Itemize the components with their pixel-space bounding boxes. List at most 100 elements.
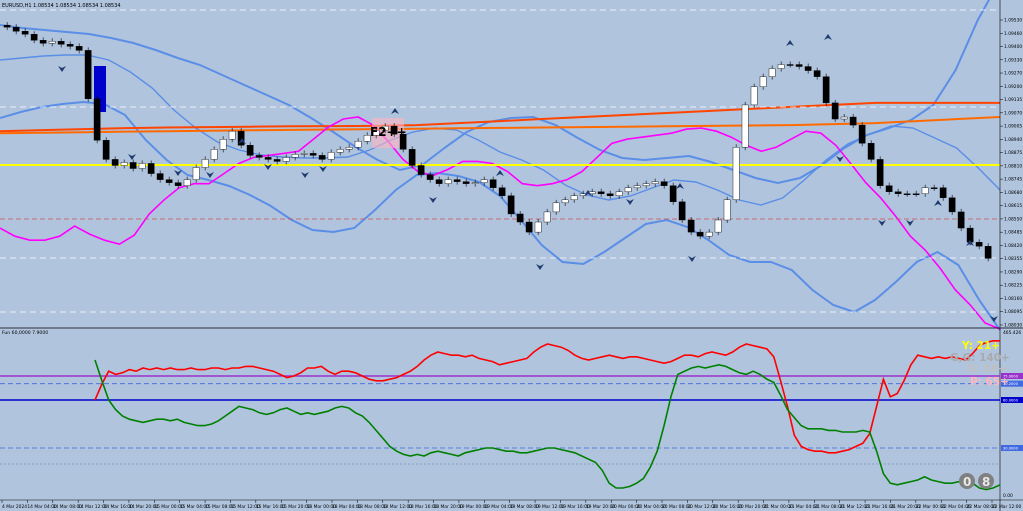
candle [516, 213, 524, 223]
price-tick-label: 1.08550 [1004, 216, 1022, 222]
price-tick-label: 1.08420 [1004, 243, 1022, 249]
candle [84, 50, 92, 100]
indicator-tag-label: 75.0000 [1003, 375, 1019, 379]
badge-8[interactable]: 8 [978, 473, 994, 489]
price-tick-label: 1.09330 [1004, 57, 1022, 63]
time-tick-label: 20 Mar 08:00 [662, 504, 692, 510]
candle [822, 76, 830, 104]
candle [228, 130, 236, 140]
candle [723, 199, 731, 221]
time-tick-label: 19 Mar 04:00 [484, 504, 514, 510]
readout-p: P: 65+ [970, 376, 1009, 388]
candle [210, 149, 218, 160]
candle [705, 231, 713, 237]
time-tick-label: 14 Mar 16:00 [104, 504, 134, 510]
price-tick-label: 1.08095 [1004, 309, 1022, 315]
candle [66, 44, 74, 47]
candle [138, 163, 146, 169]
price-tick-label: 1.08615 [1004, 203, 1022, 209]
time-tick-label: 18 Mar 12:00 [383, 504, 413, 510]
candle [264, 157, 272, 160]
arrow-down-icon [128, 154, 136, 160]
price-tick-label: 1.09270 [1004, 71, 1022, 77]
candle [147, 163, 155, 174]
candle [498, 187, 506, 196]
price-tick-label: 1.08810 [1004, 163, 1022, 169]
candle [831, 102, 839, 120]
candle [660, 181, 668, 186]
candle [39, 40, 47, 44]
candle [57, 41, 65, 45]
candle [444, 179, 452, 184]
price-tick-label: 1.09135 [1004, 97, 1022, 103]
candle [372, 129, 380, 136]
candle [795, 64, 803, 67]
time-tick-label: 15 Mar 20:00 [281, 504, 311, 510]
candle [615, 191, 623, 196]
arrow-up-icon [496, 170, 504, 176]
candle [507, 195, 515, 215]
candle [318, 155, 326, 160]
time-tick-label: 19 Mar 00:00 [459, 504, 489, 510]
bollinger-bands [0, 0, 1001, 331]
price-tick-label: 1.08940 [1004, 137, 1022, 143]
candle [489, 179, 497, 188]
time-tick-label: 20 Mar 16:00 [713, 504, 743, 510]
time-tick-label: 15 Mar 04:00 [180, 504, 210, 510]
price-tick-label: 1.08225 [1004, 283, 1022, 289]
arrow-up-icon [934, 200, 942, 206]
candle [453, 179, 461, 182]
candle [921, 187, 929, 194]
candle [390, 125, 398, 135]
candle [426, 174, 434, 180]
arrow-down-icon [319, 166, 327, 172]
slow-ma-2 [0, 116, 1001, 135]
candle [552, 202, 560, 213]
candle [768, 68, 776, 77]
indicator-tag-box [1001, 397, 1023, 403]
candle [291, 154, 299, 158]
candle [714, 219, 722, 233]
badge-0[interactable]: 0 [959, 473, 975, 489]
time-tick-label: 19 Mar 12:00 [535, 504, 565, 510]
candle [903, 193, 911, 195]
price-tick-label: 1.08680 [1004, 190, 1022, 196]
arrow-down-icon [536, 264, 544, 270]
price-tick-label: 1.08290 [1004, 269, 1022, 275]
arrow-up-icon [391, 108, 399, 114]
indicator-scale-bottom: 0.00 [1003, 493, 1013, 499]
candle [3, 24, 11, 28]
arrow-down-icon [906, 220, 914, 226]
arrow-down-icon [688, 256, 696, 262]
candle [129, 162, 137, 169]
candle [399, 133, 407, 150]
time-tick-label: 21 Mar 16:00 [865, 504, 895, 510]
candle [363, 134, 371, 142]
candle [633, 185, 641, 188]
indicator-lines [94, 339, 1001, 491]
candle [894, 191, 902, 194]
candle [804, 66, 812, 71]
time-tick-label: 18 Mar 04:00 [332, 504, 362, 510]
price-tick-label: 1.09530 [1004, 18, 1022, 24]
candle [48, 41, 56, 44]
candle [984, 246, 992, 259]
candle [111, 159, 119, 166]
symbol-info: EURUSD,H1 1.08534 1.08534 1.08534 1.0853… [2, 3, 121, 9]
time-tick-label: 22 Mar 00:00 [916, 504, 946, 510]
candle [561, 199, 569, 204]
candle [120, 162, 128, 166]
candle [534, 221, 542, 233]
bollinger-middle [0, 54, 1001, 206]
time-tick-label: 18 Mar 16:00 [408, 504, 438, 510]
candle [912, 193, 920, 195]
candle [759, 76, 767, 87]
candle [327, 152, 335, 160]
candle [21, 31, 29, 35]
candle [876, 159, 884, 186]
candle [606, 193, 614, 196]
candle [174, 182, 182, 186]
indicator-tag-label: 60.0000 [1003, 399, 1019, 403]
